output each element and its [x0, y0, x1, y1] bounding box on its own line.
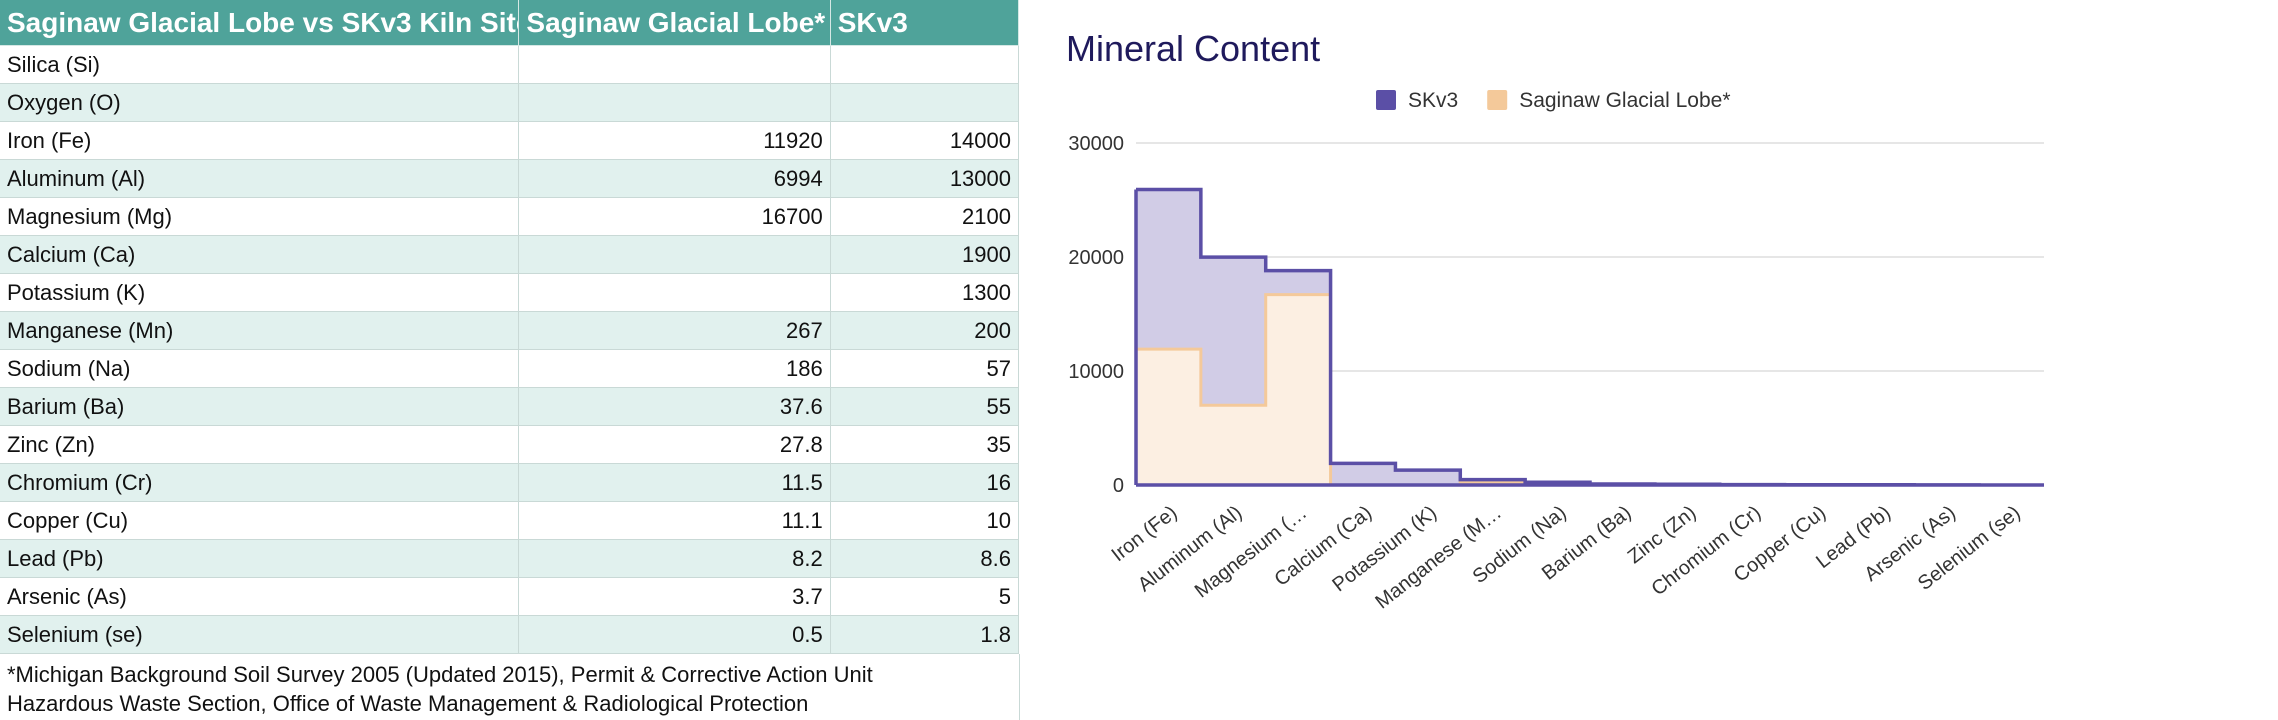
footnote-line-2: Hazardous Waste Section, Office of Waste…: [7, 691, 809, 716]
series-line-skv3: [1135, 187, 2045, 487]
table-header-row: Saginaw Glacial Lobe vs SKv3 Kiln Site S…: [0, 0, 1020, 46]
skv3-value-cell[interactable]: 1300: [830, 273, 1020, 312]
skv3-value-cell[interactable]: 2100: [830, 197, 1020, 236]
mineral-name-cell[interactable]: Aluminum (Al): [0, 159, 520, 198]
table-row: Manganese (Mn) 267 200: [0, 311, 1020, 350]
header-cell-comparison[interactable]: Saginaw Glacial Lobe vs SKv3 Kiln Site: [0, 0, 520, 46]
y-tick-label: 30000: [1068, 133, 1124, 155]
skv3-value-cell[interactable]: 10: [830, 501, 1020, 540]
saginaw-value-cell[interactable]: [518, 45, 831, 84]
saginaw-value-cell[interactable]: 3.7: [518, 577, 831, 616]
table-row: Copper (Cu) 11.1 10: [0, 501, 1020, 540]
skv3-value-cell[interactable]: [830, 83, 1020, 122]
table-row: Chromium (Cr) 11.5 16: [0, 463, 1020, 502]
mineral-name-cell[interactable]: Zinc (Zn): [0, 425, 520, 464]
mineral-name-cell[interactable]: Potassium (K): [0, 273, 520, 312]
header-cell-skv3[interactable]: SKv3: [830, 0, 1020, 46]
mineral-name-cell[interactable]: Magnesium (Mg): [0, 197, 520, 236]
mineral-name-cell[interactable]: Selenium (se): [0, 615, 520, 654]
saginaw-value-cell[interactable]: [518, 83, 831, 122]
chart-title: Mineral Content: [1066, 28, 1321, 69]
mineral-name-cell[interactable]: Silica (Si): [0, 45, 520, 84]
skv3-value-cell[interactable]: 16: [830, 463, 1020, 502]
saginaw-value-cell[interactable]: 186: [518, 349, 831, 388]
table-row: Zinc (Zn) 27.8 35: [0, 425, 1020, 464]
mineral-name-cell[interactable]: Sodium (Na): [0, 349, 520, 388]
table-row: Iron (Fe) 11920 14000: [0, 121, 1020, 160]
skv3-value-cell[interactable]: 5: [830, 577, 1020, 616]
mineral-name-cell[interactable]: Manganese (Mn): [0, 311, 520, 350]
skv3-value-cell[interactable]: 35: [830, 425, 1020, 464]
skv3-value-cell[interactable]: 8.6: [830, 539, 1020, 578]
saginaw-value-cell[interactable]: 0.5: [518, 615, 831, 654]
footnote-line-1: *Michigan Background Soil Survey 2005 (U…: [7, 662, 873, 687]
legend-swatch: [1376, 90, 1396, 110]
table-row: Barium (Ba) 37.6 55: [0, 387, 1020, 426]
skv3-value-cell[interactable]: 1.8: [830, 615, 1020, 654]
table-row: Oxygen (O): [0, 83, 1020, 122]
skv3-value-cell[interactable]: 13000: [830, 159, 1020, 198]
legend-swatch: [1487, 90, 1508, 110]
saginaw-value-cell[interactable]: [518, 273, 831, 312]
saginaw-value-cell[interactable]: 6994: [518, 159, 831, 198]
mineral-name-cell[interactable]: Iron (Fe): [0, 121, 520, 160]
mineral-name-cell[interactable]: Copper (Cu): [0, 501, 520, 540]
y-tick-label: 10000: [1068, 361, 1124, 383]
header-cell-saginaw[interactable]: Saginaw Glacial Lobe*: [518, 0, 831, 46]
skv3-value-cell[interactable]: 14000: [830, 121, 1020, 160]
table-footnote[interactable]: *Michigan Background Soil Survey 2005 (U…: [0, 654, 1020, 720]
legend-label: SKv3: [1408, 89, 1458, 112]
x-tick-label: Chromium (Cr): [1647, 502, 1765, 601]
saginaw-value-cell[interactable]: 11.5: [518, 463, 831, 502]
saginaw-value-cell[interactable]: 267: [518, 311, 831, 350]
table-row: Potassium (K) 1300: [0, 273, 1020, 312]
table-row: Arsenic (As) 3.7 5: [0, 577, 1020, 616]
y-tick-label: 20000: [1068, 247, 1124, 269]
legend-label: Saginaw Glacial Lobe*: [1519, 89, 1730, 112]
series-area-saginaw: [1136, 294, 2044, 485]
table-row: Magnesium (Mg) 16700 2100: [0, 197, 1020, 236]
saginaw-value-cell[interactable]: 11920: [518, 121, 831, 160]
saginaw-value-cell[interactable]: 27.8: [518, 425, 831, 464]
saginaw-value-cell[interactable]: 16700: [518, 197, 831, 236]
data-table-panel: Saginaw Glacial Lobe vs SKv3 Kiln Site S…: [0, 0, 1020, 720]
saginaw-value-cell[interactable]: 11.1: [518, 501, 831, 540]
mineral-name-cell[interactable]: Barium (Ba): [0, 387, 520, 426]
mineral-name-cell[interactable]: Chromium (Cr): [0, 463, 520, 502]
table-body: Silica (Si) Oxygen (O) Iron (Fe) 11920 14000…: [0, 45, 1020, 654]
table-row: Lead (Pb) 8.2 8.6: [0, 539, 1020, 578]
table-row: Aluminum (Al) 6994 13000: [0, 159, 1020, 198]
mineral-content-chart[interactable]: 0 10000 20000 30000 Iron (Fe) Aluminum (Al) Ma…: [1020, 0, 2278, 718]
table-row: Sodium (Na) 186 57: [0, 349, 1020, 388]
skv3-value-cell[interactable]: 57: [830, 349, 1020, 388]
saginaw-value-cell[interactable]: 8.2: [518, 539, 831, 578]
table-row: Selenium (se) 0.5 1.8: [0, 615, 1020, 654]
x-tick-label: Magnesium (…: [1191, 502, 1311, 603]
skv3-value-cell[interactable]: 55: [830, 387, 1020, 426]
mineral-name-cell[interactable]: Arsenic (As): [0, 577, 520, 616]
mineral-name-cell[interactable]: Calcium (Ca): [0, 235, 520, 274]
skv3-value-cell[interactable]: 1900: [830, 235, 1020, 274]
saginaw-value-cell[interactable]: 37.6: [518, 387, 831, 426]
mineral-name-cell[interactable]: Lead (Pb): [0, 539, 520, 578]
skv3-value-cell[interactable]: [830, 45, 1020, 84]
table-row: Silica (Si): [0, 45, 1020, 84]
table-row: Calcium (Ca) 1900: [0, 235, 1020, 274]
mineral-name-cell[interactable]: Oxygen (O): [0, 83, 520, 122]
spreadsheet-table: Saginaw Glacial Lobe vs SKv3 Kiln Site S…: [0, 0, 1020, 654]
skv3-value-cell[interactable]: 200: [830, 311, 1020, 350]
y-tick-label: 0: [1113, 475, 1124, 497]
saginaw-value-cell[interactable]: [518, 235, 831, 274]
